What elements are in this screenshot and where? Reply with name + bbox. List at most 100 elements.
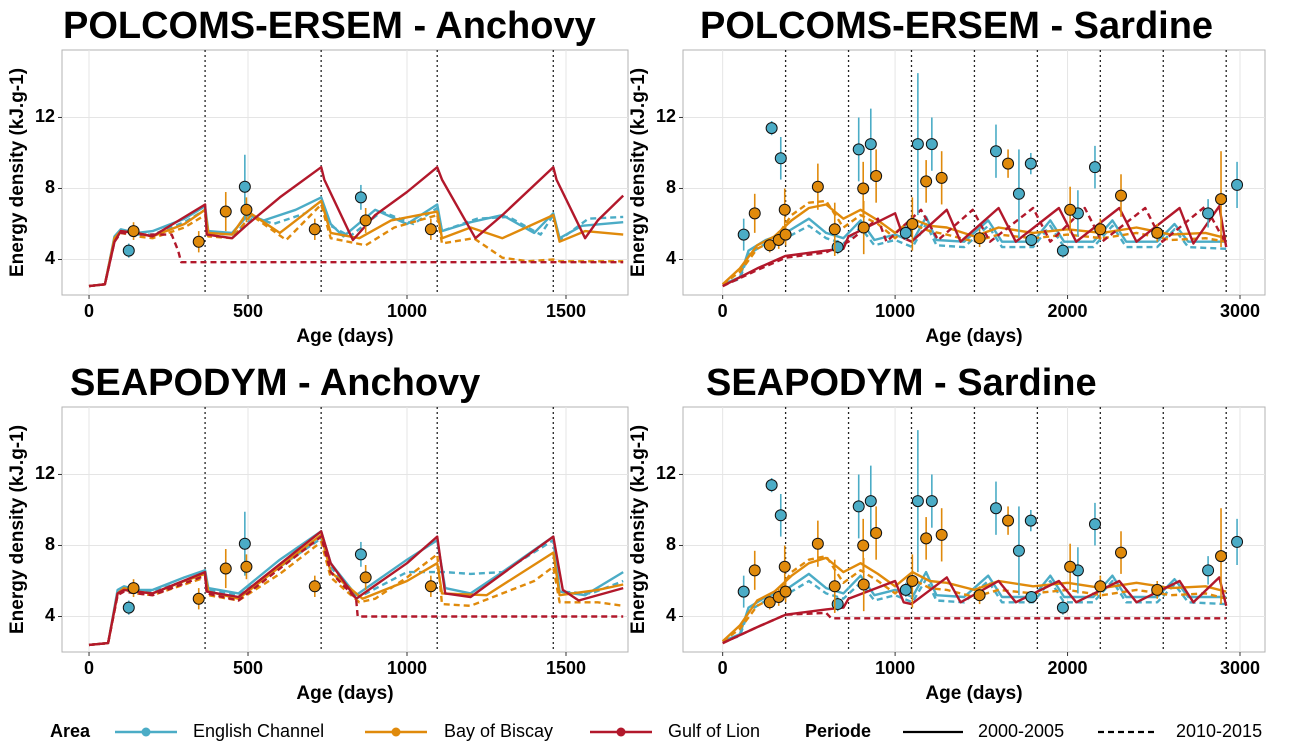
x-axis-title: Age (days)	[296, 326, 393, 347]
observation-point	[857, 182, 870, 195]
observation-point	[737, 585, 750, 598]
legend-title: Area	[50, 721, 91, 741]
observation-point	[864, 138, 877, 151]
observation-point	[240, 203, 253, 216]
series-line	[722, 222, 1227, 286]
observation-point	[778, 203, 791, 216]
observation-point	[774, 152, 787, 165]
legend-title: Periode	[805, 721, 871, 741]
observation-point	[811, 180, 824, 193]
panel-title: SEAPODYM - Sardine	[706, 362, 1097, 404]
series-line	[722, 570, 1227, 643]
observation-point	[1025, 590, 1038, 603]
series-line	[722, 576, 1228, 645]
x-axis-title: Age (days)	[296, 683, 393, 704]
observation-point	[192, 592, 205, 605]
observation-point	[219, 205, 232, 218]
x-tick-label: 1000	[387, 301, 427, 321]
observation-point	[238, 180, 251, 193]
observation-point	[238, 537, 251, 550]
observation-point	[1215, 193, 1228, 206]
observation-point	[359, 571, 372, 584]
observation-point	[1056, 601, 1069, 614]
observation-point	[973, 589, 986, 602]
observation-point	[354, 191, 367, 204]
observation-point	[778, 560, 791, 573]
legend-swatch-point	[391, 727, 401, 737]
series-line	[88, 530, 624, 647]
observation-point	[973, 232, 986, 245]
observation-point	[1094, 580, 1107, 593]
observation-point	[1202, 207, 1215, 220]
x-tick-label: 0	[718, 301, 728, 321]
x-tick-label: 1000	[875, 658, 915, 678]
observation-point	[857, 221, 870, 234]
y-tick-label: 4	[666, 248, 676, 268]
series-line	[722, 611, 1227, 645]
observation-point	[899, 226, 912, 239]
x-tick-label: 1500	[546, 658, 586, 678]
observation-point	[989, 145, 1002, 158]
observation-point	[737, 228, 750, 241]
observation-point	[1215, 550, 1228, 563]
series-line	[722, 215, 1227, 286]
observation-point	[1024, 157, 1037, 170]
x-tick-label: 2000	[1048, 658, 1088, 678]
y-tick-label: 12	[656, 106, 676, 126]
y-tick-label: 4	[666, 605, 676, 625]
observation-point	[831, 598, 844, 611]
legend-label: 2010-2015	[1176, 721, 1262, 741]
panel: 4 8 12 0 500 1000 1500 SEAPODYM - Anchovy Age (d…	[7, 362, 629, 704]
observation-point	[857, 539, 870, 552]
series-line	[722, 205, 1228, 288]
observation-point	[1025, 233, 1038, 246]
x-tick-label: 3000	[1220, 658, 1260, 678]
observation-point	[1115, 189, 1128, 202]
y-axis-title: Energy density (kJ.g-1)	[7, 425, 28, 634]
observation-point	[989, 502, 1002, 515]
observation-point	[935, 528, 948, 541]
x-tick-label: 0	[718, 658, 728, 678]
observation-point	[811, 537, 824, 550]
observation-point	[1056, 244, 1069, 257]
y-tick-label: 8	[666, 177, 676, 197]
observation-point	[1115, 546, 1128, 559]
observation-point	[857, 578, 870, 591]
observation-point	[763, 596, 776, 609]
legend-swatch-point	[616, 727, 626, 737]
observation-point	[1024, 514, 1037, 527]
x-tick-label: 1500	[546, 301, 586, 321]
observation-point	[925, 495, 938, 508]
x-tick-label: 2000	[1048, 301, 1088, 321]
observation-point	[1231, 178, 1244, 191]
series-line	[88, 231, 624, 288]
observation-point	[1202, 564, 1215, 577]
plot-background	[61, 406, 629, 653]
x-tick-label: 0	[84, 658, 94, 678]
observation-point	[748, 564, 761, 577]
observation-point	[354, 548, 367, 561]
observation-point	[920, 175, 933, 188]
observation-point	[1231, 535, 1244, 548]
observation-point	[828, 580, 841, 593]
observation-point	[424, 580, 437, 593]
y-tick-label: 12	[656, 463, 676, 483]
panel-title: SEAPODYM - Anchovy	[70, 362, 480, 404]
observation-point	[828, 223, 841, 236]
observation-point	[864, 495, 877, 508]
observation-point	[192, 235, 205, 248]
observation-point	[774, 509, 787, 522]
x-tick-label: 1000	[387, 658, 427, 678]
observation-point	[219, 562, 232, 575]
observation-point	[852, 143, 865, 156]
y-tick-label: 8	[666, 534, 676, 554]
legend-label: Bay of Biscay	[444, 721, 553, 741]
y-tick-label: 4	[45, 248, 55, 268]
plot-background	[61, 49, 629, 296]
observation-point	[906, 574, 919, 587]
observation-point	[424, 223, 437, 236]
observation-point	[1064, 203, 1077, 216]
observation-point	[1012, 544, 1025, 557]
x-tick-label: 1000	[875, 301, 915, 321]
